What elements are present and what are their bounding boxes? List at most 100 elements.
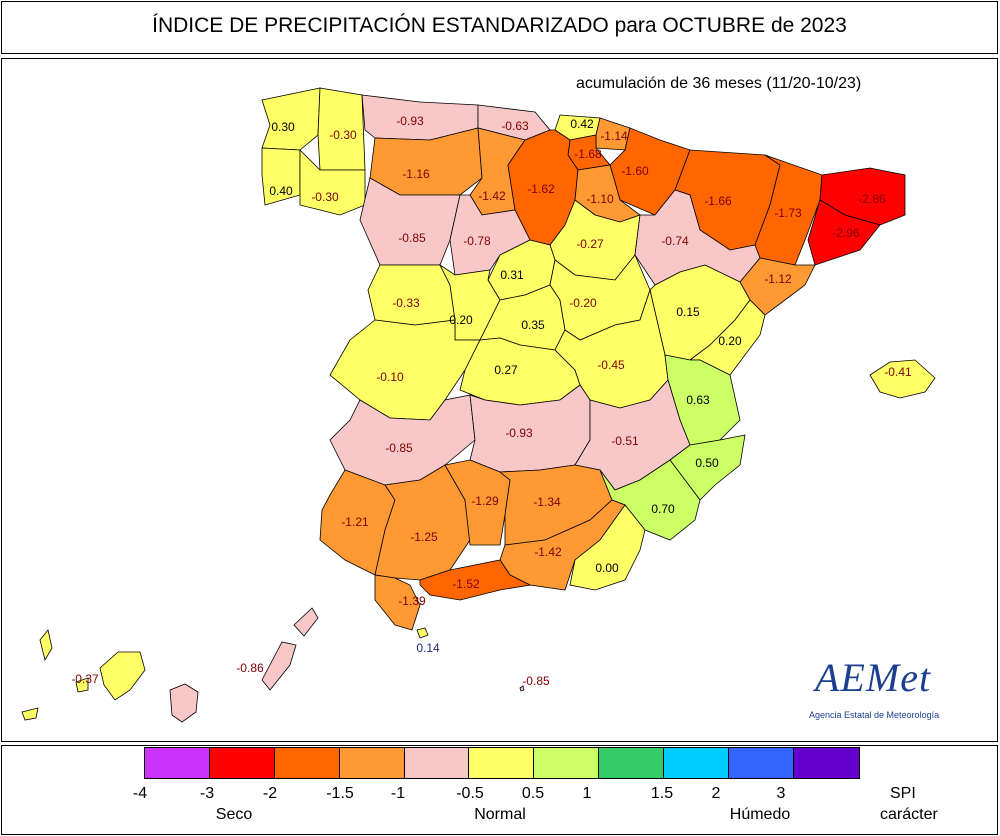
legend-tick-label: 0.5 bbox=[521, 785, 545, 802]
value-label-cantabria: -0.63 bbox=[501, 119, 529, 133]
value-label-leon: -1.16 bbox=[402, 167, 430, 181]
legend-swatch bbox=[274, 748, 340, 778]
logo-subtitle: Agencia Estatal de Meteorología bbox=[809, 710, 940, 720]
value-label-a-coruna: 0.30 bbox=[271, 120, 295, 134]
value-label-badajoz: -0.85 bbox=[385, 441, 413, 455]
legend-tick-label: -1 bbox=[390, 785, 406, 802]
value-label-granada: -1.42 bbox=[534, 545, 562, 559]
value-label-salamanca: -0.33 bbox=[392, 296, 420, 310]
legend-tick-label: -4 bbox=[132, 785, 148, 802]
value-label-pontevedra: 0.40 bbox=[269, 184, 293, 198]
value-label-barcelona: -2.96 bbox=[832, 226, 860, 240]
value-label-melilla: -0.85 bbox=[522, 674, 550, 688]
legend-swatch bbox=[469, 748, 535, 778]
region-gipuzkoa bbox=[595, 117, 631, 151]
legend-swatch bbox=[534, 748, 600, 778]
value-label-segovia: 0.31 bbox=[500, 268, 524, 282]
value-label-malaga: -1.52 bbox=[452, 577, 480, 591]
value-label-navarra: -1.60 bbox=[621, 164, 649, 178]
legend-caracter-label: carácter bbox=[880, 806, 938, 823]
region-almeria bbox=[569, 504, 646, 591]
logo-wordmark: AEMet bbox=[815, 655, 932, 700]
value-label-murcia: 0.70 bbox=[651, 502, 675, 516]
region-melilla bbox=[519, 685, 525, 692]
region-santa-cruz-tenerife bbox=[21, 629, 146, 721]
value-label-tarragona: -1.12 bbox=[764, 272, 792, 286]
value-label-burgos: -1.62 bbox=[527, 182, 555, 196]
map-subtitle: acumulación de 36 meses (11/20-10/23) bbox=[576, 75, 862, 92]
aemet-logo: AEMet Agencia Estatal de Meteorología bbox=[805, 650, 970, 735]
value-label-las-palmas: -0.86 bbox=[236, 661, 264, 675]
value-label-zaragoza: -0.74 bbox=[661, 234, 689, 248]
legend-swatch bbox=[664, 748, 730, 778]
legend-swatch bbox=[729, 748, 794, 778]
value-label-zamora: -0.85 bbox=[398, 231, 426, 245]
region-pontevedra bbox=[261, 147, 301, 206]
legend-tick-label: 3 bbox=[776, 785, 786, 802]
legend-tick-label: -2 bbox=[262, 785, 278, 802]
region-malaga bbox=[419, 559, 532, 601]
value-label-la-rioja: -1.10 bbox=[586, 192, 614, 206]
value-label-alicante: 0.50 bbox=[695, 456, 719, 470]
legend-tick-label: 1.5 bbox=[650, 785, 674, 802]
map-title: ÍNDICE DE PRECIPITACIÓN ESTANDARIZADO pa… bbox=[152, 14, 847, 37]
region-ceuta bbox=[416, 627, 429, 639]
legend-tick-label: 2 bbox=[711, 785, 721, 802]
value-label-valladolid: -0.78 bbox=[463, 234, 491, 248]
legend-tick-label: 1 bbox=[582, 785, 592, 802]
title-box: ÍNDICE DE PRECIPITACIÓN ESTANDARIZADO pa… bbox=[1, 1, 998, 54]
legend-category-label: Seco bbox=[215, 806, 253, 823]
value-label-mallorca: -0.41 bbox=[884, 365, 912, 379]
value-label-valencia: 0.63 bbox=[686, 393, 710, 407]
value-label-gipuzkoa: -1.14 bbox=[600, 129, 628, 143]
value-label-cadiz: -1.39 bbox=[398, 594, 426, 608]
value-label-ciudad-real: -0.93 bbox=[505, 426, 533, 440]
value-label-avila: 0.20 bbox=[449, 313, 473, 327]
legend-category-label: Normal bbox=[474, 806, 526, 823]
region-ourense bbox=[299, 149, 366, 216]
legend-swatch bbox=[404, 748, 470, 778]
value-label-lleida: -1.73 bbox=[774, 206, 802, 220]
legend-swatch bbox=[793, 748, 859, 778]
value-label-madrid: 0.35 bbox=[521, 318, 545, 332]
value-label-girona: -2.86 bbox=[858, 192, 886, 206]
value-label-cordoba: -1.29 bbox=[471, 494, 499, 508]
region-las-palmas bbox=[169, 607, 319, 723]
value-label-huelva: -1.21 bbox=[341, 515, 369, 529]
value-label-ceuta: 0.14 bbox=[416, 641, 440, 655]
legend-category-label: Húmedo bbox=[729, 806, 791, 823]
value-label-asturias: -0.93 bbox=[396, 114, 424, 128]
value-label-jaen: -1.34 bbox=[533, 495, 561, 509]
legend-swatch bbox=[209, 748, 275, 778]
legend-colorbar bbox=[144, 747, 860, 779]
value-label-toledo: 0.27 bbox=[494, 363, 518, 377]
legend-swatch bbox=[339, 748, 405, 778]
value-label-almeria: 0.00 bbox=[595, 561, 619, 575]
legend-swatch bbox=[145, 748, 210, 778]
value-label-castellon: 0.20 bbox=[718, 334, 742, 348]
legend-tick-label: -1.5 bbox=[326, 785, 354, 802]
value-label-lugo: -0.30 bbox=[329, 128, 357, 142]
value-label-santa-cruz-tenerife: -0.37 bbox=[71, 672, 99, 686]
legend-swatch bbox=[599, 748, 665, 778]
legend-tick-label: -3 bbox=[199, 785, 215, 802]
value-label-caceres: -0.10 bbox=[376, 370, 404, 384]
value-label-sevilla: -1.25 bbox=[410, 530, 438, 544]
value-label-alava: -1.68 bbox=[574, 147, 602, 161]
legend-tick-label: -0.5 bbox=[456, 785, 484, 802]
region-a-coruna bbox=[261, 87, 321, 151]
region-barcelona bbox=[807, 199, 881, 266]
value-label-guadalajara: -0.20 bbox=[569, 296, 597, 310]
region-mallorca bbox=[869, 359, 936, 399]
value-label-soria: -0.27 bbox=[576, 237, 604, 251]
value-label-bizkaia: 0.42 bbox=[570, 117, 594, 131]
value-label-ourense: -0.30 bbox=[311, 190, 339, 204]
region-cadiz bbox=[374, 574, 421, 631]
legend-spi-label: SPI bbox=[890, 785, 916, 802]
value-label-albacete: -0.51 bbox=[611, 434, 639, 448]
value-label-cuenca: -0.45 bbox=[597, 358, 625, 372]
region-salamanca bbox=[367, 264, 456, 326]
value-label-palencia: -1.42 bbox=[478, 189, 506, 203]
value-label-huesca: -1.66 bbox=[704, 194, 732, 208]
